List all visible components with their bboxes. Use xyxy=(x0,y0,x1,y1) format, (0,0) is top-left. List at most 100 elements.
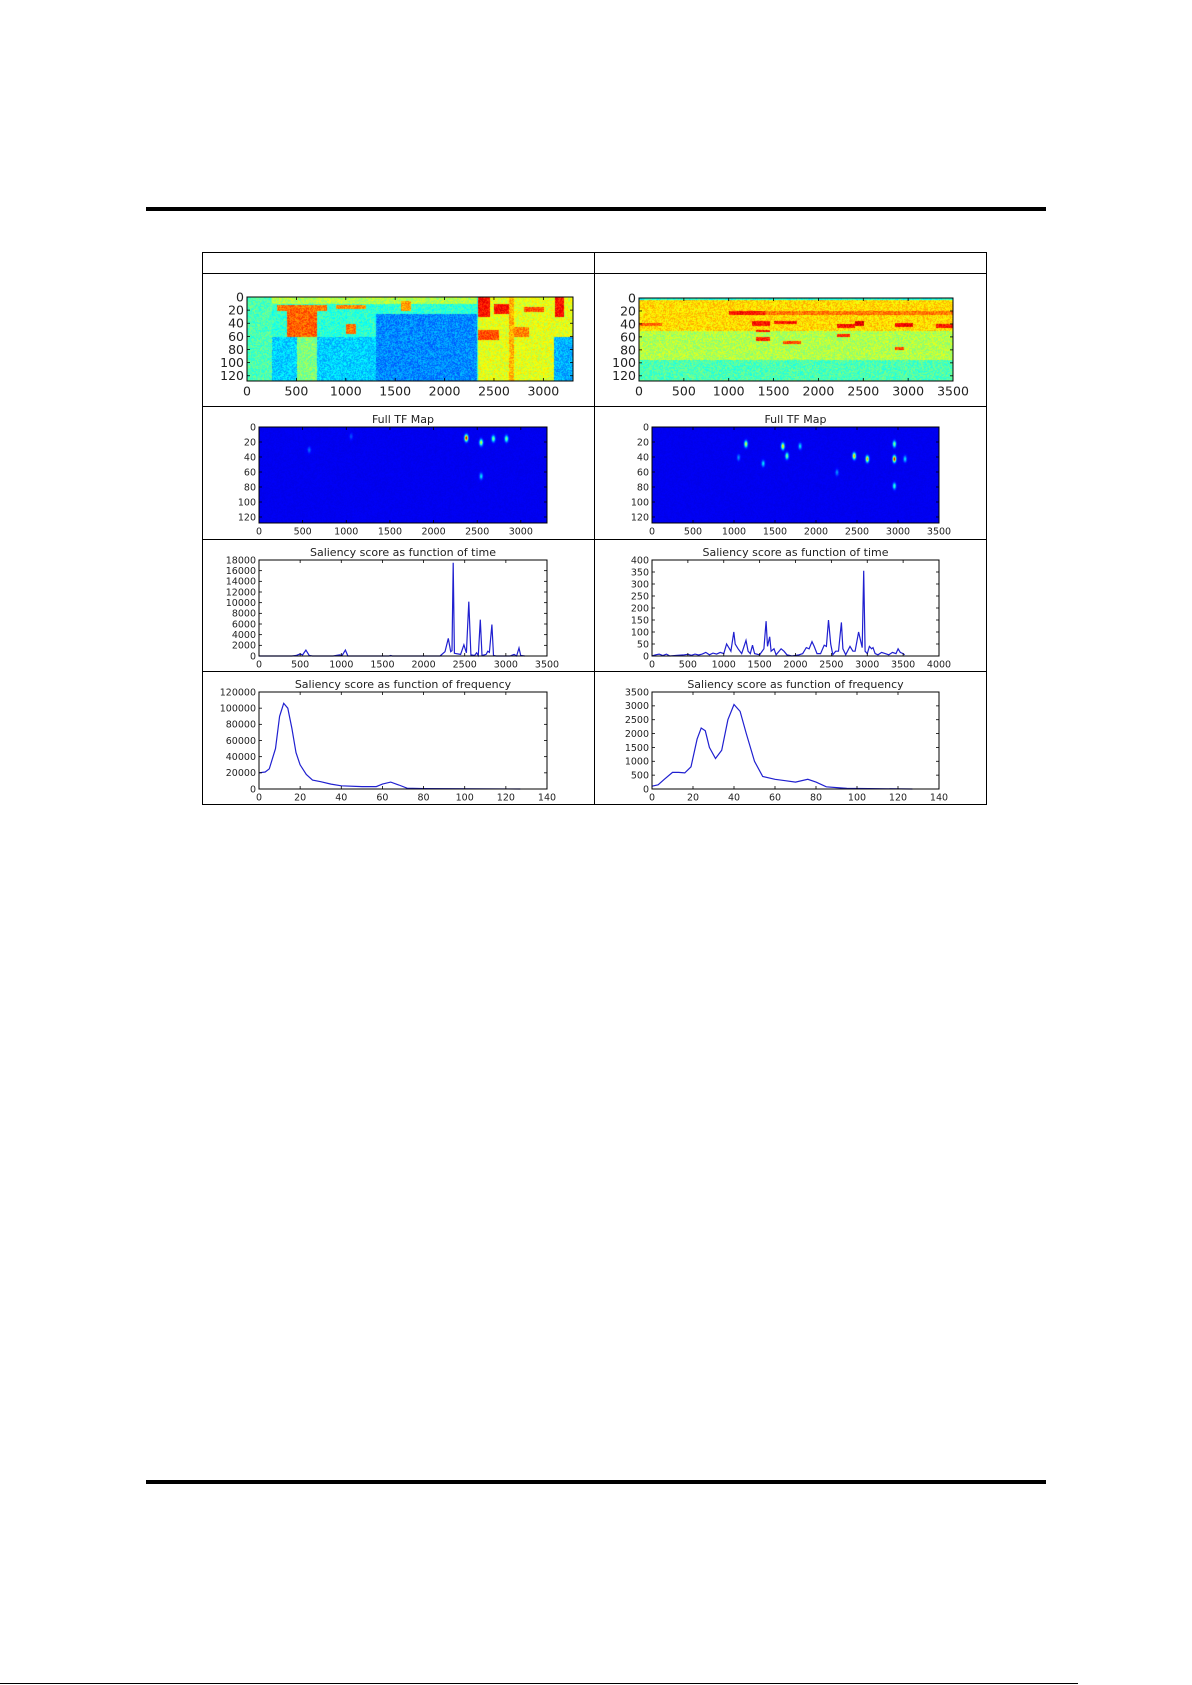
x-tick-label: 3000 xyxy=(509,527,533,538)
x-tick-label: 3500 xyxy=(927,527,951,538)
y-tick-label: 0 xyxy=(643,422,649,433)
y-tick-label: 2500 xyxy=(625,715,649,726)
x-tick-label: 3000 xyxy=(886,527,910,538)
saliency-time-left: 0 500 1000 1500 2000 2500 3000 3500020004000600… xyxy=(226,546,559,671)
plot-frame xyxy=(651,691,940,790)
x-tick-label: 40 xyxy=(728,793,740,804)
y-tick-label: 120 xyxy=(612,368,636,383)
y-tick-label: 120 xyxy=(220,368,244,383)
bottom-rule xyxy=(146,1480,1046,1484)
heatmap-image xyxy=(652,427,939,523)
y-tick-label: 100 xyxy=(612,355,636,370)
y-tick-label: 100 xyxy=(631,497,649,508)
table-row-divider xyxy=(202,406,987,408)
x-tick-label: 1500 xyxy=(758,384,790,399)
x-tick-label: 500 xyxy=(294,527,312,538)
y-tick-label: 100 xyxy=(631,627,649,638)
x-tick-label: 1500 xyxy=(378,527,402,538)
y-tick-label: 18000 xyxy=(226,555,256,566)
table-row-divider xyxy=(202,671,987,673)
y-tick-label: 0 xyxy=(250,422,256,433)
y-tick-label: 150 xyxy=(631,615,649,626)
y-tick-label: 40000 xyxy=(226,752,256,763)
series-line xyxy=(651,570,905,657)
y-tick-label: 120 xyxy=(238,512,256,523)
y-tick-label: 20 xyxy=(620,303,636,318)
y-tick-label: 350 xyxy=(631,567,649,578)
y-tick-label: 40 xyxy=(244,452,256,463)
y-tick-label: 50 xyxy=(637,639,649,650)
series-line xyxy=(651,703,913,790)
chart-title: Full TF Map xyxy=(764,413,826,426)
plot-frame xyxy=(258,691,548,790)
y-tick-label: 12000 xyxy=(226,587,256,598)
y-tick-label: 16000 xyxy=(226,566,256,577)
y-tick-label: 100 xyxy=(220,355,244,370)
x-tick-label: 1500 xyxy=(370,660,394,671)
table-row-divider xyxy=(202,539,987,541)
y-tick-label: 80 xyxy=(620,342,636,357)
x-tick-label: 2000 xyxy=(429,384,461,399)
x-tick-label: 0 xyxy=(243,384,251,399)
x-tick-label: 100 xyxy=(456,793,474,804)
x-tick-label: 3000 xyxy=(494,660,518,671)
chart-title: Saliency score as function of time xyxy=(310,546,496,559)
y-tick-label: 1000 xyxy=(625,757,649,768)
y-tick-label: 0 xyxy=(643,651,649,662)
x-tick-label: 1000 xyxy=(334,527,358,538)
x-tick-label: 3500 xyxy=(535,660,559,671)
x-tick-label: 0 xyxy=(635,384,643,399)
x-tick-label: 0 xyxy=(649,660,655,671)
x-tick-label: 80 xyxy=(418,793,430,804)
y-tick-label: 0 xyxy=(250,784,256,795)
y-tick-label: 200 xyxy=(631,603,649,614)
y-tick-label: 20 xyxy=(637,437,649,448)
x-tick-label: 1500 xyxy=(379,384,411,399)
y-tick-label: 14000 xyxy=(226,577,256,588)
y-tick-label: 20000 xyxy=(226,768,256,779)
x-tick-label: 2500 xyxy=(847,384,879,399)
spectrogram-right: 0 500 1000 1500 2000 2500 3000 3500020406080100… xyxy=(612,290,969,398)
x-tick-label: 1500 xyxy=(763,527,787,538)
y-tick-label: 20 xyxy=(228,303,244,318)
x-tick-label: 1000 xyxy=(713,384,745,399)
y-tick-label: 0 xyxy=(236,289,244,304)
x-tick-label: 1000 xyxy=(329,660,353,671)
x-tick-label: 2000 xyxy=(421,527,445,538)
x-tick-label: 140 xyxy=(538,793,556,804)
x-tick-label: 0 xyxy=(649,793,655,804)
y-tick-label: 6000 xyxy=(232,619,256,630)
y-tick-label: 3000 xyxy=(625,701,649,712)
y-tick-label: 100000 xyxy=(220,703,256,714)
y-tick-label: 80 xyxy=(228,342,244,357)
x-tick-label: 1500 xyxy=(748,660,772,671)
chart-title: Full TF Map xyxy=(372,413,434,426)
y-tick-label: 100 xyxy=(238,497,256,508)
plot-frame xyxy=(246,296,574,382)
heatmap-image xyxy=(247,297,573,381)
x-tick-label: 40 xyxy=(335,793,347,804)
x-tick-label: 60 xyxy=(769,793,781,804)
saliency-time-right: 0 500 1000 1500 2000 2500 3000 3500 4000 05010015… xyxy=(631,546,951,671)
x-tick-label: 0 xyxy=(256,793,262,804)
x-tick-label: 2500 xyxy=(845,527,869,538)
chart-title: Saliency score as function of frequency xyxy=(295,678,512,691)
y-tick-label: 4000 xyxy=(232,630,256,641)
y-tick-label: 120 xyxy=(631,512,649,523)
plot-frame xyxy=(258,426,548,524)
tf-map-right: 0 500 1000 1500 2000 2500 3000 3500 0 20 40 60 80 100… xyxy=(631,413,951,538)
x-tick-label: 2000 xyxy=(783,660,807,671)
tf-map-left: 0 500 1000 1500 2000 2500 3000 0 20 40 60 80 100 120 F… xyxy=(238,413,548,538)
x-tick-label: 20 xyxy=(294,793,306,804)
y-tick-label: 40 xyxy=(620,316,636,331)
y-tick-label: 60 xyxy=(637,467,649,478)
x-tick-label: 3000 xyxy=(855,660,879,671)
y-tick-label: 60 xyxy=(228,329,244,344)
x-tick-label: 3500 xyxy=(937,384,969,399)
y-tick-label: 0 xyxy=(250,651,256,662)
y-tick-label: 500 xyxy=(631,770,649,781)
x-tick-label: 500 xyxy=(284,384,308,399)
series-line xyxy=(258,702,521,790)
y-tick-label: 250 xyxy=(631,591,649,602)
y-tick-label: 2000 xyxy=(625,729,649,740)
